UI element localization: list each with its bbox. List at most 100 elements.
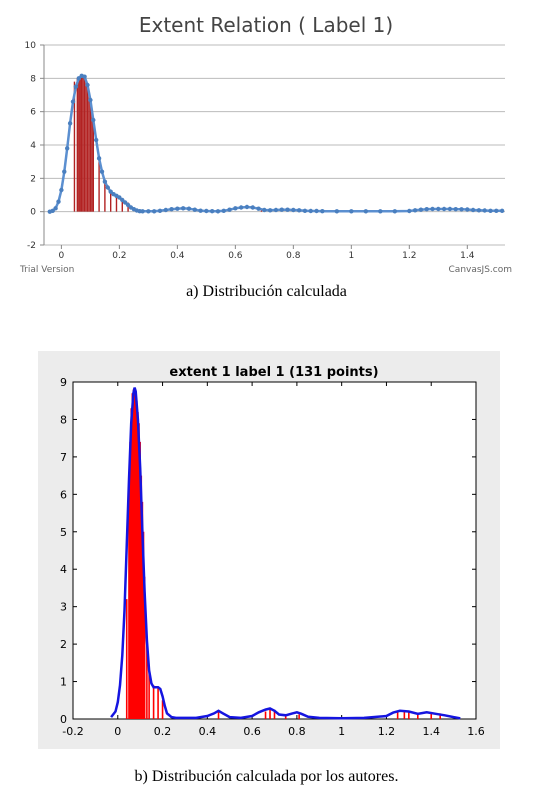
chart-a-point [349, 209, 354, 214]
chart-a-point [221, 208, 226, 214]
chart-a-point [250, 205, 255, 210]
chart-a-point [82, 74, 87, 79]
chart-a-point [70, 99, 76, 104]
chart-b-y-tick-label: 1 [60, 676, 67, 689]
chart-a-point [308, 208, 313, 214]
chart-a-point [151, 209, 157, 214]
caption-b: b) Distribución calculada por los autore… [134, 768, 399, 785]
chart-a-point [117, 195, 122, 200]
chart-a-point [140, 209, 145, 214]
chart-a-point [244, 204, 250, 210]
chart-b-y-tick-label: 6 [60, 488, 67, 501]
chart-b-y-ticks: 0 1 2 3 4 5 6 7 8 9 [60, 376, 476, 726]
chart-a-point [85, 82, 90, 88]
chart-a-point [378, 209, 383, 214]
chart-a-markers [47, 73, 505, 214]
chart-a-spikes [73, 75, 263, 212]
chart-a-point [215, 209, 221, 214]
chart-a-point [407, 208, 412, 214]
chart-a-y-tick-label: 2 [30, 174, 36, 184]
chart-a-point [447, 206, 453, 212]
chart-a-point [430, 206, 435, 212]
chart-b-y-tick-label: 5 [60, 526, 67, 539]
chart-a-point [436, 206, 441, 212]
chart-a-y-tick-label: -2 [27, 241, 36, 251]
chart-a-point [59, 187, 64, 193]
chart-a-point [96, 156, 102, 161]
chart-a-point [62, 169, 67, 174]
chart-a-point [91, 117, 96, 123]
chart-a-point [209, 208, 215, 214]
chart-a-x-tick-label: 0.2 [112, 251, 126, 261]
chart-a-point [476, 208, 482, 213]
chart-a-point [93, 137, 99, 143]
chart-a-point [320, 208, 325, 214]
chart-a-point [105, 185, 110, 190]
chart-a-point [470, 207, 476, 213]
chart-a-point [363, 209, 369, 214]
chart-a-point [76, 76, 81, 81]
chart-b-x-tick-label: 1.2 [378, 725, 396, 738]
chart-b-x-tick-label: 0 [114, 725, 121, 738]
chart-a-point [125, 202, 131, 208]
chart-a-point [314, 208, 319, 214]
chart-a-title: Extent Relation ( Label 1) [139, 13, 393, 37]
chart-a-point [291, 207, 296, 213]
watermark-trial-version: Trial Version [19, 265, 74, 275]
chart-b-y-tick-label: 4 [60, 563, 67, 576]
chart-b-x-tick-label: 1.4 [422, 725, 440, 738]
chart-a-y-tick-label: 8 [30, 74, 36, 84]
chart-a-point [163, 207, 168, 213]
chart-a-point [488, 208, 493, 214]
chart-a-y-tick-label: 6 [30, 108, 36, 118]
chart-a-point [50, 208, 55, 214]
watermark-canvasjs: CanvasJS.com [449, 265, 512, 275]
chart-a-point [120, 197, 125, 203]
chart-a-x-tick-label: 0.8 [286, 251, 301, 261]
chart-b-title: extent 1 label 1 (131 points) [169, 365, 378, 380]
chart-a-y-tick-label: 10 [25, 41, 37, 51]
chart-a: Extent Relation ( Label 1) -2 0 2 4 6 8 10 0 0.… [19, 13, 512, 275]
chart-a-gridlines [44, 44, 505, 246]
chart-b-x-tick-label: -0.2 [62, 725, 83, 738]
chart-a-y-tick-label: 0 [30, 208, 36, 218]
chart-b-y-tick-label: 3 [60, 601, 67, 614]
chart-a-point [494, 208, 499, 214]
chart-a-point [296, 208, 302, 213]
chart-a-point [441, 206, 447, 212]
chart-a-point [204, 208, 209, 214]
chart-a-series-line [49, 74, 503, 213]
chart-a-y-ticks: -2 0 2 4 6 8 10 [25, 41, 45, 251]
chart-a-point [227, 207, 232, 212]
caption-a: a) Distribución calculada [186, 283, 347, 300]
chart-a-point [412, 208, 418, 213]
chart-a-x-tick-label: 0.6 [228, 251, 243, 261]
chart-a-point [279, 207, 284, 212]
chart-a-point [334, 209, 340, 214]
chart-a-point [169, 206, 174, 212]
chart-b: extent 1 label 1 (131 points) 0 1 2 3 4 5 6 7 8 9… [60, 365, 485, 738]
chart-a-point [465, 207, 470, 212]
chart-a-point [157, 208, 163, 214]
chart-a-point [273, 207, 279, 213]
chart-a-point [459, 207, 464, 212]
chart-b-x-tick-label: 0.8 [288, 725, 306, 738]
chart-a-x-tick-label: 1.4 [460, 251, 475, 261]
chart-a-point [302, 208, 308, 214]
chart-a-point [146, 209, 151, 214]
chart-a-point [122, 200, 128, 205]
chart-a-point [262, 207, 267, 213]
chart-a-point [453, 206, 458, 212]
chart-b-y-tick-label: 2 [60, 638, 67, 651]
chart-a-x-ticks: 0 0.2 0.4 0.6 0.8 1 1.2 1.4 [59, 245, 475, 261]
chart-a-x-tick-label: 0 [59, 251, 65, 261]
chart-a-y-tick-label: 4 [30, 141, 36, 151]
chart-b-x-tick-label: 0.6 [243, 725, 261, 738]
chart-a-point [175, 206, 180, 211]
chart-a-point [186, 206, 192, 211]
chart-a-point [88, 97, 93, 103]
chart-a-point [499, 208, 505, 214]
chart-a-point [99, 169, 105, 174]
chart-a-point [108, 189, 113, 194]
chart-b-x-tick-label: 1 [338, 725, 345, 738]
